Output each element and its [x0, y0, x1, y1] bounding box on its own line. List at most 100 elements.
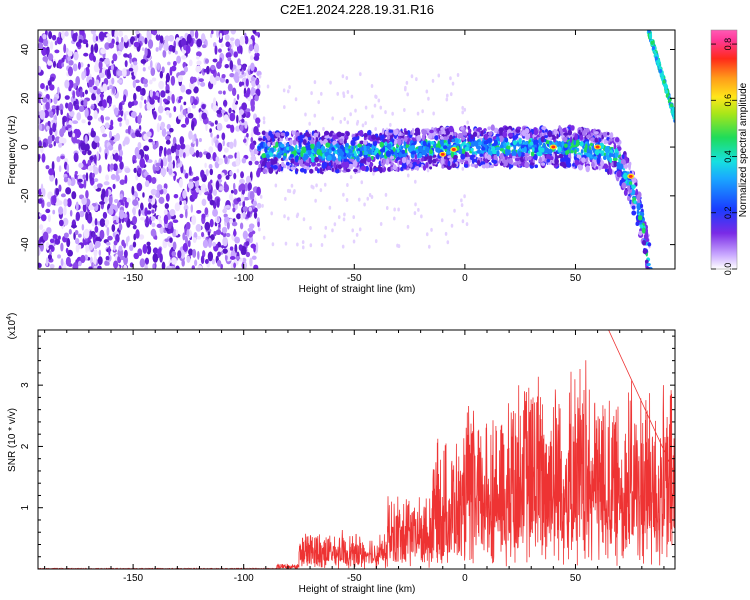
spectrum-noise-blob: [67, 178, 72, 186]
spectrum-noise-blob: [157, 115, 162, 122]
spectrum-noise-blob: [110, 154, 114, 161]
spectrum-track-blob: [598, 138, 602, 143]
spectrum-noise-blob: [132, 199, 139, 206]
spectrum-track-blob: [429, 149, 433, 155]
spectrum-noise-blob: [45, 165, 50, 170]
spectrum-noise-blob: [158, 80, 165, 90]
spectrum-noise-blob: [49, 238, 55, 244]
spectrum-noise-blob: [110, 163, 114, 171]
spectrum-halo-blob: [450, 223, 454, 228]
spectrum-halo-blob: [329, 80, 332, 85]
spectrum-noise-blob: [133, 92, 137, 102]
spectrum-noise-blob: [236, 93, 240, 101]
spectrum-track-blob: [579, 141, 584, 147]
spectrum-noise-blob: [151, 222, 156, 228]
spectrum-noise-blob: [100, 125, 106, 134]
spectrum-track-blob: [546, 158, 551, 163]
spectrum-halo-blob: [258, 227, 261, 232]
snr-ytick-label: 2: [20, 443, 31, 449]
spectrum-noise-blob: [210, 64, 216, 71]
spectrum-noise-blob: [82, 174, 87, 180]
spectrum-track-blob: [365, 165, 369, 172]
spectrum-track-blob: [257, 145, 262, 151]
spectrum-noise-blob: [85, 189, 89, 199]
spectrum-noise-blob: [38, 246, 41, 257]
spectrum-noise-blob: [175, 265, 180, 269]
spectrum-halo-blob: [440, 218, 444, 223]
spectrum-track-blob: [476, 145, 482, 150]
spectrum-track-blob: [309, 168, 314, 174]
spectrum-track-blob: [499, 144, 504, 149]
spectrum-noise-blob: [192, 237, 197, 243]
spectrum-noise-blob: [189, 146, 195, 155]
spectrum-track-blob: [568, 153, 572, 158]
spectrum-noise-blob: [250, 243, 257, 249]
spectrum-noise-blob: [132, 63, 139, 74]
spectrum-noise-blob: [103, 181, 110, 186]
spectrum-branch-blob: [660, 72, 664, 77]
spectrum-noise-blob: [133, 61, 138, 66]
spectrum-noise-blob: [208, 163, 213, 170]
spectrum-halo-blob: [322, 126, 325, 131]
spectrum-noise-blob: [241, 118, 245, 123]
spectrum-track-blob: [319, 158, 322, 163]
spectrum-noise-blob: [197, 250, 200, 260]
spectrum-halo-blob: [425, 232, 429, 237]
spectrum-noise-blob: [78, 260, 82, 267]
spectrum-noise-blob: [93, 63, 100, 73]
spectrum-noise-blob: [74, 170, 78, 175]
spectrum-noise-blob: [45, 208, 51, 214]
spectrum-noise-blob: [235, 256, 241, 260]
spectrum-noise-blob: [139, 101, 143, 109]
spectrum-noise-blob: [104, 152, 108, 160]
spectrum-noise-blob: [209, 128, 212, 133]
spectrum-noise-blob: [152, 253, 159, 263]
spectrum-halo-blob: [403, 108, 406, 113]
spectrum-noise-blob: [67, 101, 74, 112]
spectrum-noise-blob: [42, 141, 47, 148]
spectrum-noise-blob: [75, 211, 81, 221]
spectrum-noise-blob: [128, 67, 134, 72]
spectrum-halo-blob: [361, 123, 365, 128]
spectrum-noise-blob: [195, 65, 202, 73]
spectrum-track-blob: [384, 141, 388, 146]
spectrum-track-blob: [303, 153, 309, 160]
spectrum-track-blob: [614, 137, 620, 143]
spectrum-noise-blob: [182, 242, 188, 252]
spectrum-halo-blob: [346, 120, 350, 125]
spectrum-noise-blob: [253, 43, 260, 54]
spectrum-halo-blob: [295, 214, 299, 219]
spectrum-noise-blob: [241, 102, 248, 111]
spectrum-halo-blob: [323, 234, 327, 239]
spectrum-track-blob: [479, 153, 484, 157]
spectrum-noise-blob: [250, 137, 254, 143]
spectrum-noise-blob: [137, 141, 142, 149]
spectrum-peak: [628, 174, 633, 178]
spectrum-track-blob: [385, 150, 392, 157]
spectrum-noise-blob: [175, 229, 179, 236]
spectrum-track-blob: [563, 154, 567, 159]
colorbar-tick-label: 0.0: [723, 263, 733, 276]
spectrum-noise-blob: [201, 213, 206, 219]
spectrum-noise-blob: [42, 97, 48, 103]
spectrum-track-blob: [299, 167, 305, 173]
spectrum-track-blob: [417, 145, 423, 153]
spectrum-noise-blob: [79, 210, 85, 218]
spectrum-noise-blob: [198, 78, 204, 83]
spectrum-noise-blob: [236, 114, 239, 124]
spectrum-track-blob: [331, 155, 337, 162]
spectrum-noise-blob: [224, 254, 228, 262]
spectrum-track-blob: [523, 141, 528, 145]
spectrum-noise-blob: [144, 180, 150, 188]
spectrum-noise-blob: [75, 41, 81, 48]
spectrum-track-blob: [263, 157, 268, 162]
spectrum-noise-blob: [83, 228, 90, 239]
spectrum-noise-blob: [96, 183, 103, 189]
spectrum-track-blob: [451, 163, 457, 168]
spectrum-noise-blob: [183, 204, 189, 211]
spectrum-branch-blob: [655, 59, 660, 64]
spectrum-track-blob: [421, 157, 425, 162]
spectrum-noise-blob: [166, 131, 172, 136]
spectrum-noise-blob: [185, 44, 191, 54]
spectrum-noise-blob: [190, 95, 193, 105]
